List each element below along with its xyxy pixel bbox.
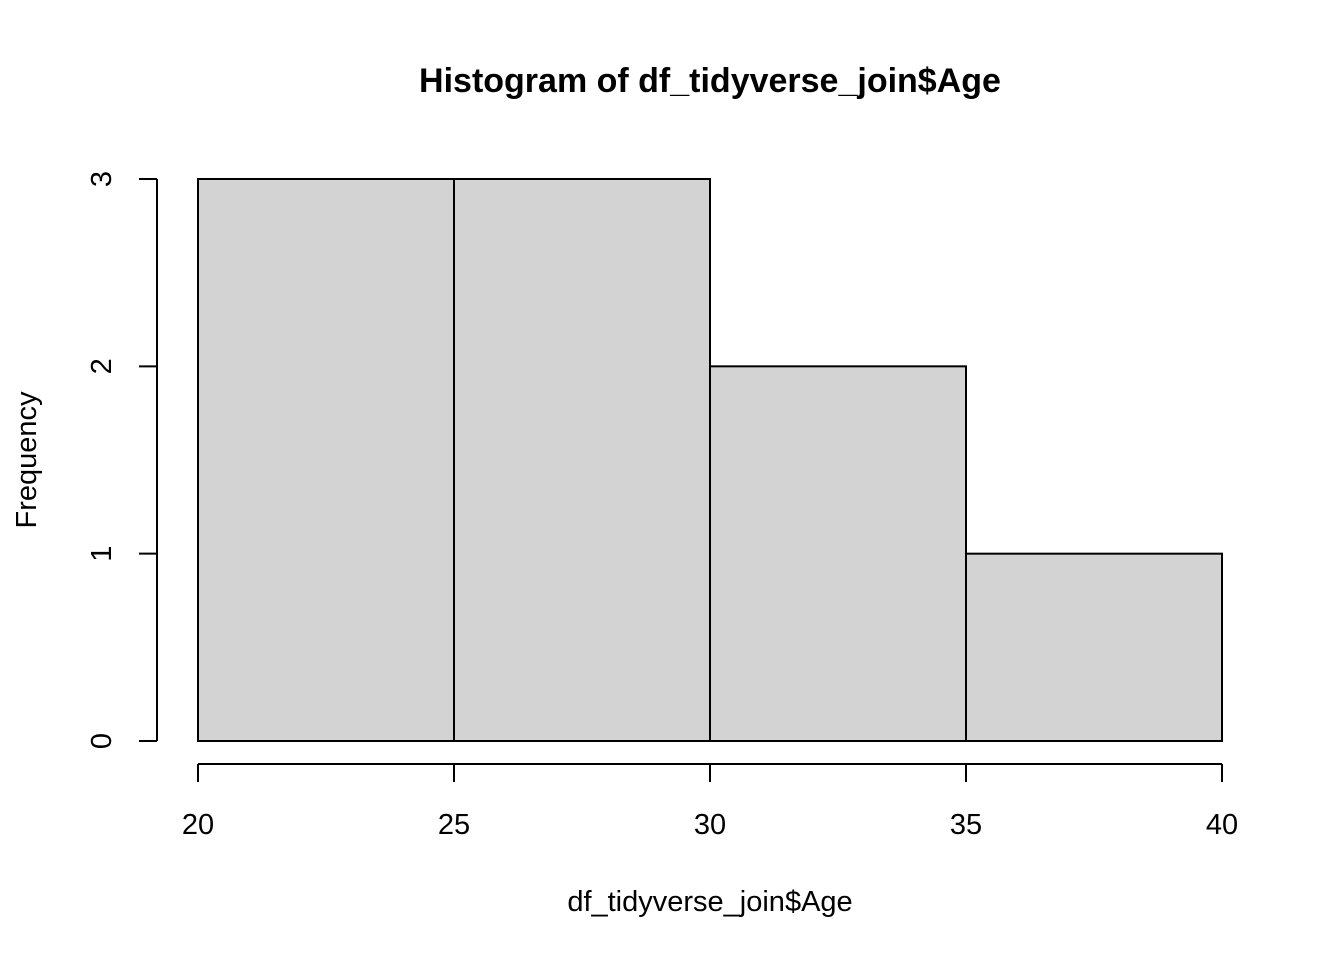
histogram-bar-3 — [709, 365, 967, 742]
y-tick-label: 3 — [86, 171, 118, 187]
chart-title: Histogram of df_tidyverse_join$Age — [419, 62, 1001, 100]
x-tick-label: 35 — [950, 809, 982, 841]
x-axis-label: df_tidyverse_join$Age — [567, 886, 852, 918]
y-axis-label: Frequency — [11, 391, 43, 529]
x-tick-label: 30 — [694, 809, 726, 841]
y-axis: 0 1 2 3 — [86, 171, 158, 749]
x-tick-label: 40 — [1206, 809, 1238, 841]
y-tick-label: 1 — [86, 546, 118, 562]
x-tick-label: 25 — [438, 809, 470, 841]
x-tick-label: 20 — [182, 809, 214, 841]
histogram-bar-2 — [453, 178, 711, 742]
histogram-bar-4 — [965, 552, 1223, 743]
bars-group — [197, 178, 1223, 743]
y-tick-label: 0 — [86, 733, 118, 749]
x-axis: 20 25 30 35 40 — [182, 763, 1238, 841]
y-tick-label: 2 — [86, 358, 118, 374]
histogram-bar-1 — [197, 178, 455, 742]
